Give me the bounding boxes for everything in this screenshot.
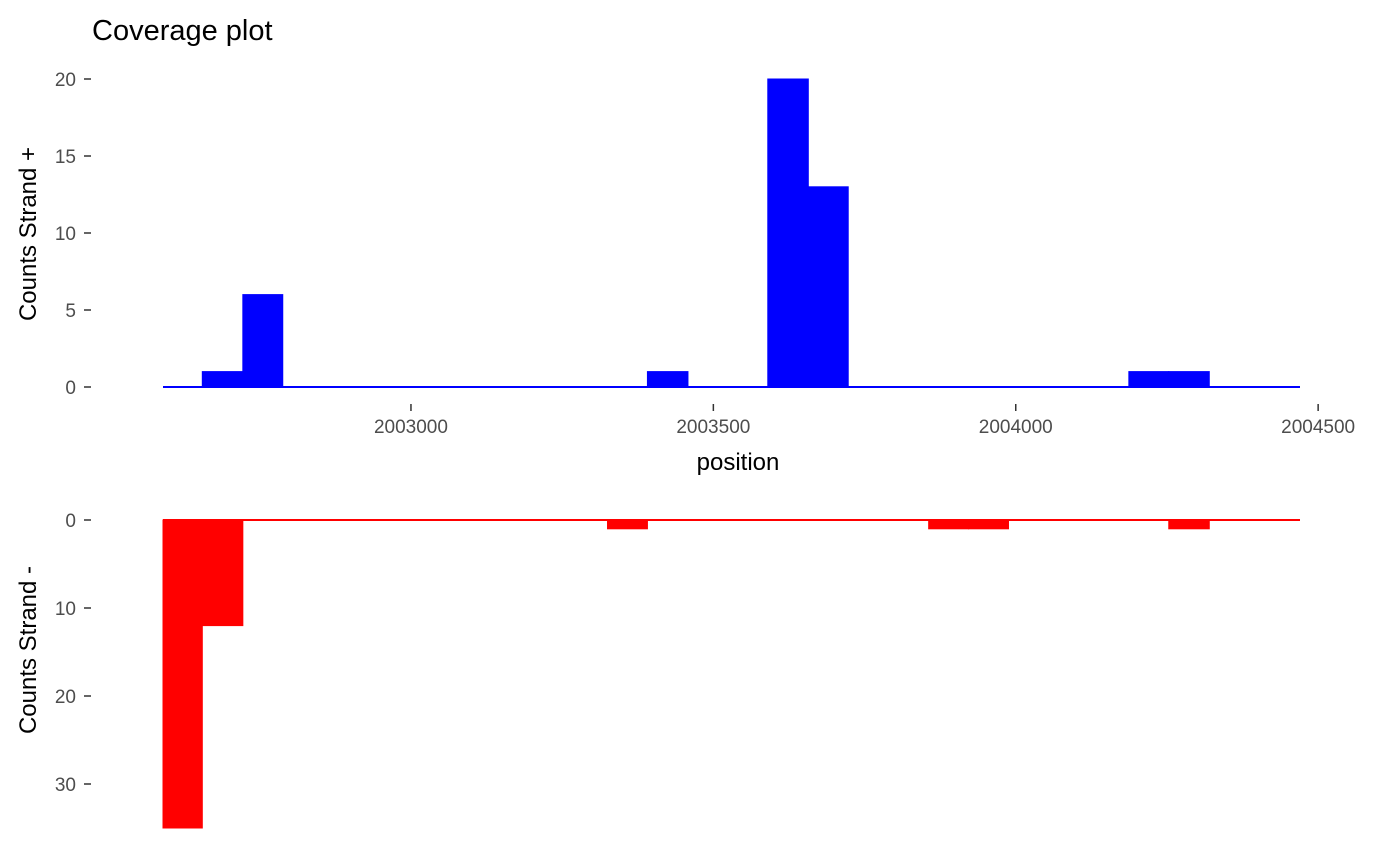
bar-minus-1 [201,519,244,627]
y-tick-label-minus-30: 30 [55,775,76,796]
bar-minus-4 [968,519,1009,530]
bar-plus-3 [767,78,809,388]
x-tick-label-2003500: 2003500 [676,417,750,438]
y-tick-label-plus-5: 5 [65,301,76,322]
bar-plus-0 [201,371,244,388]
y-tick-label-plus-0: 0 [65,378,76,399]
bar-plus-4 [807,186,849,388]
y-tick-label-minus-0: 0 [65,511,76,532]
bar-minus-2 [607,519,648,530]
x-tick-label-2004000: 2004000 [979,417,1053,438]
x-tick-label-2003000: 2003000 [374,417,448,438]
bar-plus-1 [242,294,284,388]
y-tick-label-plus-10: 10 [55,224,76,245]
bar-plus-2 [646,371,689,388]
x-tick-label-2004500: 2004500 [1281,417,1355,438]
bar-plus-6 [1168,371,1210,388]
y-tick-label-plus-15: 15 [55,147,76,168]
bar-minus-3 [928,519,970,530]
panel-strand-plus: 0 5 10 15 20 2003000 2003500 2004000 2004500 [55,70,1355,438]
chart-title: Coverage plot [92,15,273,47]
y-tick-label-minus-10: 10 [55,599,76,620]
y-tick-label-minus-20: 20 [55,687,76,708]
bar-minus-0 [162,519,203,829]
y-tick-label-plus-20: 20 [55,70,76,91]
bar-plus-5 [1128,371,1170,388]
panel-strand-minus: 0 10 20 30 [55,511,1300,829]
x-axis-title: position [697,449,780,476]
bar-minus-5 [1168,519,1210,530]
y-axis-title-minus: Counts Strand - [15,566,42,734]
y-axis-title-plus: Counts Strand + [15,147,42,321]
